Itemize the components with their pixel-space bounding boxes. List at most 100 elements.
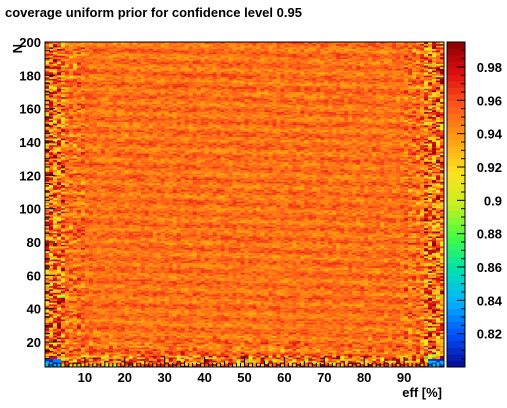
heatmap-cell [180, 362, 186, 365]
heatmap-cell [320, 330, 325, 333]
heatmap-cell [268, 320, 273, 323]
heatmap-cell [324, 322, 329, 325]
heatmap-cell [284, 348, 289, 351]
heatmap-cell [164, 327, 170, 330]
heatmap-cell [45, 345, 50, 348]
heatmap-cell [296, 347, 301, 350]
heatmap-cell [52, 350, 58, 353]
heatmap-cell [276, 323, 281, 326]
heatmap-cell [360, 358, 365, 361]
heatmap-cell [292, 310, 297, 313]
heatmap-cell [356, 358, 361, 361]
heatmap-cell [436, 330, 441, 333]
heatmap-cell [272, 320, 277, 323]
heatmap-cell [88, 340, 94, 343]
heatmap-cell [368, 328, 373, 331]
heatmap-cell [272, 355, 277, 358]
heatmap-cell [404, 337, 409, 340]
heatmap-cell [376, 363, 381, 366]
heatmap-cell [48, 357, 54, 360]
heatmap-cell [428, 350, 433, 353]
heatmap-cell [212, 352, 217, 355]
heatmap-cell [120, 327, 126, 330]
heatmap-cell [372, 315, 377, 318]
heatmap-cell [84, 360, 90, 363]
heatmap-cell [52, 315, 58, 318]
heatmap-cell [244, 350, 249, 353]
heatmap-cell [252, 317, 257, 320]
heatmap-cell [400, 357, 405, 360]
heatmap-cell [184, 313, 190, 316]
heatmap-cell [328, 322, 333, 325]
heatmap-cell [324, 353, 329, 356]
heatmap-cell [264, 358, 269, 361]
heatmap-cell [348, 347, 353, 350]
heatmap-cell [308, 342, 313, 345]
heatmap-cell [340, 318, 345, 321]
heatmap-cell [292, 313, 297, 316]
heatmap-cell [424, 365, 429, 368]
heatmap-cell [316, 318, 321, 321]
heatmap-cell [160, 308, 166, 312]
heatmap-cell [148, 335, 154, 338]
heatmap-cell [140, 333, 146, 336]
heatmap-cell [112, 340, 118, 343]
heatmap-cell [392, 363, 397, 366]
heatmap-cell [164, 323, 170, 326]
heatmap-cell [264, 318, 269, 321]
heatmap-cell [76, 322, 82, 325]
heatmap-cell [340, 357, 345, 360]
heatmap-cell [116, 343, 122, 346]
heatmap-cell [100, 318, 106, 321]
heatmap-cell [140, 312, 146, 315]
heatmap-cell [348, 312, 353, 315]
heatmap-cell [400, 333, 405, 336]
heatmap-cell [192, 312, 198, 315]
heatmap-cell [140, 310, 146, 313]
heatmap-cell [48, 312, 54, 315]
heatmap-cell [208, 327, 213, 330]
heatmap-cell [172, 323, 178, 326]
heatmap-cell [308, 332, 313, 335]
heatmap-cell [404, 357, 409, 360]
heatmap-cell [324, 355, 329, 358]
heatmap-cell [292, 365, 297, 368]
heatmap-cell [76, 310, 82, 313]
heatmap-cell [48, 362, 54, 365]
heatmap-cell [328, 358, 333, 361]
heatmap-cell [144, 337, 150, 340]
heatmap-cell [344, 363, 349, 366]
heatmap-cell [96, 318, 102, 321]
heatmap-cell [424, 323, 429, 326]
heatmap-cell [200, 363, 205, 366]
heatmap-cell [276, 343, 281, 346]
heatmap-cell [45, 363, 50, 366]
heatmap-cell [328, 333, 333, 336]
heatmap-cell [364, 332, 369, 335]
heatmap-cell [156, 357, 162, 360]
heatmap-cell [84, 345, 90, 348]
heatmap-cell [420, 348, 425, 351]
heatmap-cell [436, 337, 441, 340]
heatmap-cell [376, 323, 381, 326]
heatmap-cell [88, 315, 94, 318]
heatmap-cell [336, 337, 341, 340]
heatmap-cell [188, 335, 194, 338]
heatmap-cell [368, 355, 373, 358]
heatmap-cell [336, 325, 341, 328]
heatmap-cell [120, 358, 126, 361]
heatmap-cell [408, 365, 413, 368]
heatmap-cell [180, 323, 186, 326]
heatmap-cell [45, 313, 50, 316]
heatmap-cell [100, 308, 106, 312]
heatmap-cell [380, 323, 385, 326]
heatmap-cell [228, 340, 233, 343]
heatmap-cell [148, 308, 154, 312]
heatmap-cell [52, 340, 58, 343]
heatmap-cell [376, 350, 381, 353]
heatmap-cell [388, 337, 393, 340]
heatmap-cell [132, 348, 138, 351]
heatmap-cell [396, 327, 401, 330]
heatmap-cell [344, 362, 349, 365]
heatmap-cell [208, 337, 213, 340]
